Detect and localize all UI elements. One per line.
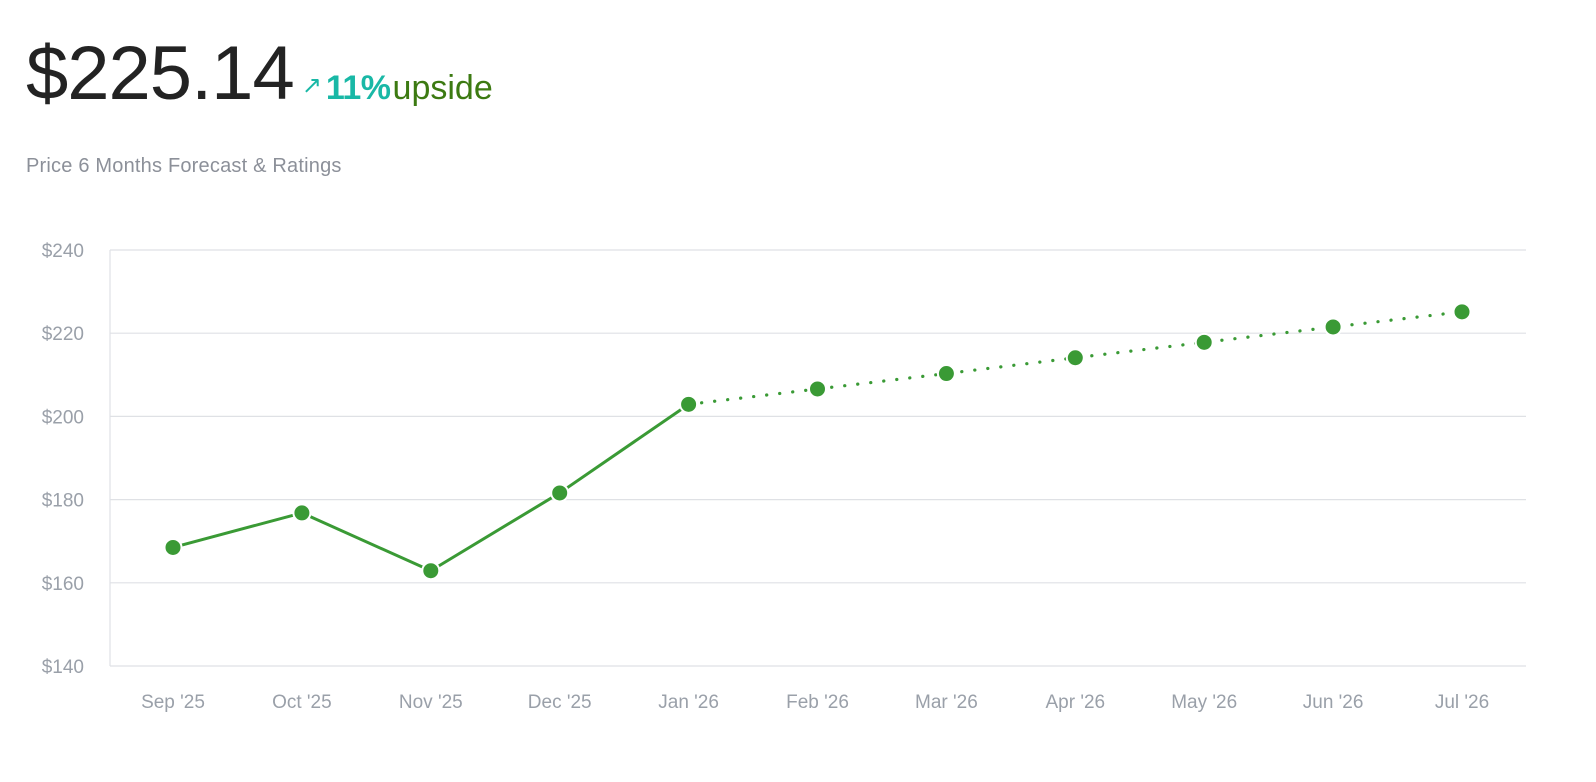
grid-layer (109, 249, 1526, 667)
x-tick-label: Jan '26 (658, 692, 719, 713)
historical-point[interactable] (679, 394, 699, 414)
forecast-point[interactable] (1065, 348, 1085, 368)
x-tick-label: Oct '25 (272, 692, 332, 713)
historical-point[interactable] (292, 503, 312, 523)
arrow-up-right-icon: ↗ (301, 72, 322, 99)
y-tick-label: $160 (42, 574, 84, 595)
x-tick-label: Jul '26 (1435, 692, 1489, 713)
x-tick-label: Dec '25 (528, 692, 592, 713)
y-tick-label: $240 (42, 241, 84, 262)
x-tick-label: Nov '25 (399, 692, 463, 713)
x-tick-label: Feb '26 (786, 692, 849, 713)
price-header: $225.14 ↗ 11% upside (26, 36, 493, 112)
forecast-point[interactable] (936, 364, 956, 384)
forecast-point[interactable] (808, 379, 827, 399)
x-tick-label: Mar '26 (915, 692, 978, 713)
historical-point[interactable] (550, 483, 570, 503)
forecast-point[interactable] (1323, 317, 1343, 337)
x-tick-label: Sep '25 (141, 692, 205, 713)
series-points (163, 302, 1472, 581)
x-tick-label: May '26 (1171, 692, 1237, 713)
forecast-point[interactable] (1194, 332, 1214, 352)
series-lines (171, 310, 1464, 573)
y-tick-label: $140 (42, 657, 84, 678)
upside-percent: 11% (325, 69, 391, 107)
y-axis-ticks: $140 $160 $180 $200 $220 $240 (42, 241, 84, 678)
y-tick-label: $180 (42, 491, 84, 512)
upside-label: upside (392, 69, 493, 107)
historical-point[interactable] (421, 561, 441, 581)
historical-point[interactable] (163, 537, 183, 557)
x-axis-ticks: Sep '25 Oct '25 Nov '25 Dec '25 Jan '26 Feb '… (141, 692, 1489, 713)
x-tick-label: Apr '26 (1045, 692, 1105, 713)
x-tick-label: Jun '26 (1303, 692, 1364, 713)
y-tick-label: $220 (42, 324, 84, 345)
y-tick-label: $200 (42, 407, 84, 428)
forecast-point[interactable] (1452, 302, 1472, 322)
historical-line (171, 402, 691, 573)
current-price: $225.14 (26, 31, 295, 116)
chart-subtitle: Price 6 Months Forecast & Ratings (26, 155, 342, 177)
